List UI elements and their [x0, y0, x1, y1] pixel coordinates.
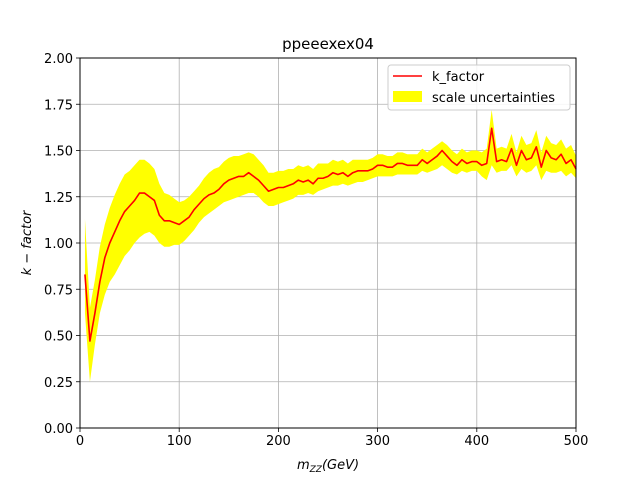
- x-tick-label: 500: [564, 434, 589, 449]
- y-tick-label: 0.50: [44, 330, 73, 345]
- y-axis-label: k − factor: [20, 209, 35, 275]
- scale-uncertainty-band: [84, 109, 577, 382]
- legend-swatch-scale-uncertainties: [393, 91, 422, 102]
- legend-label-scale-uncertainties: scale uncertainties: [432, 91, 555, 106]
- legend-label-k-factor: k_factor: [432, 70, 485, 85]
- k-factor-line: [84, 127, 577, 342]
- ticks: 0 100 200 300 400 500 0.00 0.25 0.50 0.75 1.00 1.25…: [44, 52, 588, 449]
- chart-title: ppeeexex04: [282, 35, 374, 53]
- y-tick-label: 0.00: [44, 422, 73, 437]
- legend: k_factor scale uncertainties: [387, 64, 571, 111]
- x-tick-label: 300: [365, 434, 390, 449]
- legend-box: [387, 64, 571, 111]
- x-tick-label: 0: [76, 434, 84, 449]
- plot-area: 0 100 200 300 400 500 0.00 0.25 0.50 0.75 1.00 1.25…: [44, 52, 588, 449]
- x-axis-label-unit: (GeV): [322, 458, 359, 473]
- x-axis-label-subscript: ZZ: [309, 465, 323, 475]
- y-tick-label: 1.00: [44, 237, 73, 252]
- y-tick-label: 1.25: [44, 191, 73, 206]
- line-layer: [84, 127, 577, 342]
- y-tick-label: 1.75: [44, 98, 73, 113]
- y-tick-label: 1.50: [44, 145, 73, 160]
- y-tick-label: 0.25: [44, 376, 73, 391]
- y-tick-label: 0.75: [44, 283, 73, 298]
- x-tick-label: 200: [266, 434, 291, 449]
- x-tick-label: 400: [464, 434, 489, 449]
- x-axis-label-base: m: [297, 458, 310, 473]
- x-axis-label: mZZ(GeV): [297, 458, 359, 475]
- band-layer: [84, 109, 577, 382]
- x-tick-label: 100: [167, 434, 192, 449]
- y-tick-label: 2.00: [44, 52, 73, 67]
